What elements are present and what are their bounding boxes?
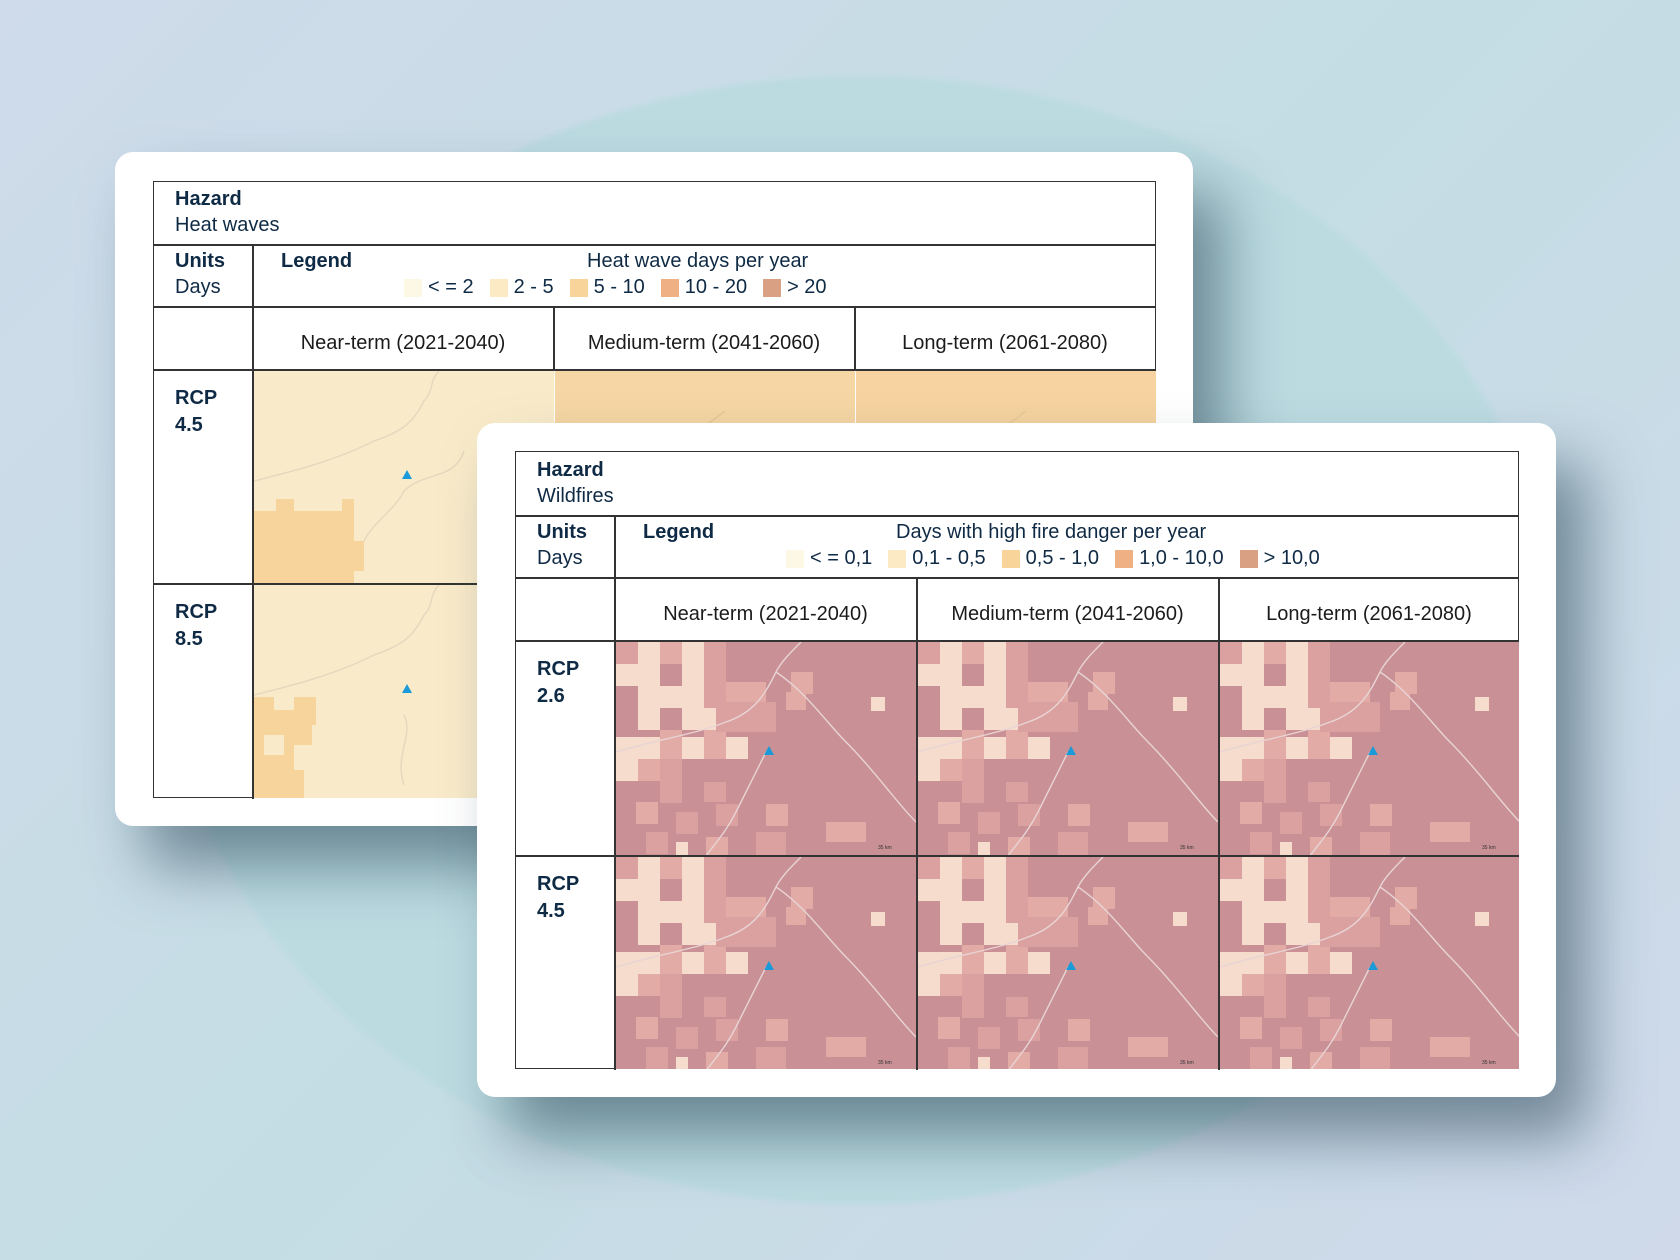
legend-label: Legend <box>281 250 353 272</box>
units-label: Units <box>175 250 225 272</box>
legend-swatch-4 <box>1115 549 1134 568</box>
legend-swatch-2 <box>489 278 508 297</box>
svg-text:35 km: 35 km <box>1482 1060 1496 1066</box>
location-marker-icon <box>401 683 412 693</box>
location-marker-icon <box>401 469 412 479</box>
legend-title: Heat wave days per year <box>587 250 809 272</box>
legend-label: Legend <box>643 521 715 543</box>
legend-item-label: 0,1 - 0,5 <box>912 547 986 569</box>
fire-map-rcp45-near[interactable]: 35 km <box>615 856 916 1069</box>
legend-item-label: < = 0,1 <box>810 547 873 569</box>
column-header-near-term: Near-term (2021-2040) <box>300 332 506 354</box>
column-header-long-term: Long-term (2061-2080) <box>1266 603 1472 625</box>
legend-items: < = 0,1 0,1 - 0,5 0,5 - 1,0 1,0 - 10,0 >… <box>786 547 1320 570</box>
column-header-medium-term: Medium-term (2041-2060) <box>587 332 821 354</box>
location-marker-icon <box>1367 745 1378 755</box>
legend-swatch-2 <box>888 549 907 568</box>
location-marker-icon <box>1065 745 1076 755</box>
fire-map-rcp45-long[interactable]: 35 km <box>1219 856 1519 1069</box>
wildfires-table: Hazard Wildfires Units Days Legend Days … <box>515 451 1519 1070</box>
legend-swatch-3 <box>569 278 588 297</box>
row-label-rcp85: RCP 8.5 <box>175 601 218 650</box>
legend-item-label: > 20 <box>787 276 827 298</box>
legend-swatch-1 <box>786 549 804 568</box>
legend-item-label: 1,0 - 10,0 <box>1139 547 1224 569</box>
row-label-rcp45: RCP 4.5 <box>537 873 580 922</box>
fire-map-rcp45-medium[interactable]: 35 km <box>917 856 1218 1069</box>
fire-map-rcp26-near[interactable]: 35 km <box>615 641 916 855</box>
legend-title: Days with high fire danger per year <box>896 521 1207 543</box>
fire-map-rcp26-long[interactable]: 35 km <box>1219 641 1519 855</box>
fire-map-rcp26-medium[interactable]: 35 km <box>917 641 1218 855</box>
hazard-value: Heat waves <box>175 214 280 236</box>
svg-text:35 km: 35 km <box>1180 845 1194 851</box>
legend-item-label: 0,5 - 1,0 <box>1025 547 1100 569</box>
units-label: Units <box>537 521 587 543</box>
units-value: Days <box>175 276 221 298</box>
svg-text:35 km: 35 km <box>878 845 892 851</box>
legend-swatch-5 <box>763 278 782 297</box>
column-header-medium-term: Medium-term (2041-2060) <box>951 603 1184 625</box>
location-marker-icon <box>1367 960 1378 970</box>
hazard-cell: Hazard Heat waves <box>175 188 280 237</box>
legend-swatch-4 <box>660 278 679 297</box>
legend-swatch-3 <box>1001 549 1020 568</box>
location-marker-icon <box>763 745 774 755</box>
hazard-cell: Hazard Wildfires <box>537 459 614 508</box>
legend-item-label: > 10,0 <box>1263 547 1320 569</box>
hazard-label: Hazard <box>537 459 604 481</box>
wildfires-card: Hazard Wildfires Units Days Legend Days … <box>477 423 1556 1097</box>
row-label-rcp45: RCP 4.5 <box>175 387 218 436</box>
legend-item-label: < = 2 <box>428 276 474 298</box>
row-label-rcp26: RCP 2.6 <box>537 658 580 707</box>
hazard-value: Wildfires <box>537 485 614 507</box>
column-header-near-term: Near-term (2021-2040) <box>663 603 868 625</box>
units-value: Days <box>537 547 583 569</box>
legend-swatch-1 <box>404 278 422 297</box>
legend-items: < = 2 2 - 5 5 - 10 10 - 20 > 20 <box>404 276 827 299</box>
units-cell: Units Days <box>175 250 225 299</box>
column-header-long-term: Long-term (2061-2080) <box>902 332 1108 354</box>
hazard-label: Hazard <box>175 188 242 210</box>
svg-text:35 km: 35 km <box>878 1060 892 1066</box>
svg-text:35 km: 35 km <box>1180 1060 1194 1066</box>
legend-item-label: 5 - 10 <box>593 276 645 298</box>
units-cell: Units Days <box>537 521 587 570</box>
legend-swatch-5 <box>1239 549 1258 568</box>
legend-item-label: 2 - 5 <box>513 276 554 298</box>
svg-text:35 km: 35 km <box>1482 845 1496 851</box>
location-marker-icon <box>1065 960 1076 970</box>
location-marker-icon <box>763 960 774 970</box>
legend-item-label: 10 - 20 <box>684 276 748 298</box>
